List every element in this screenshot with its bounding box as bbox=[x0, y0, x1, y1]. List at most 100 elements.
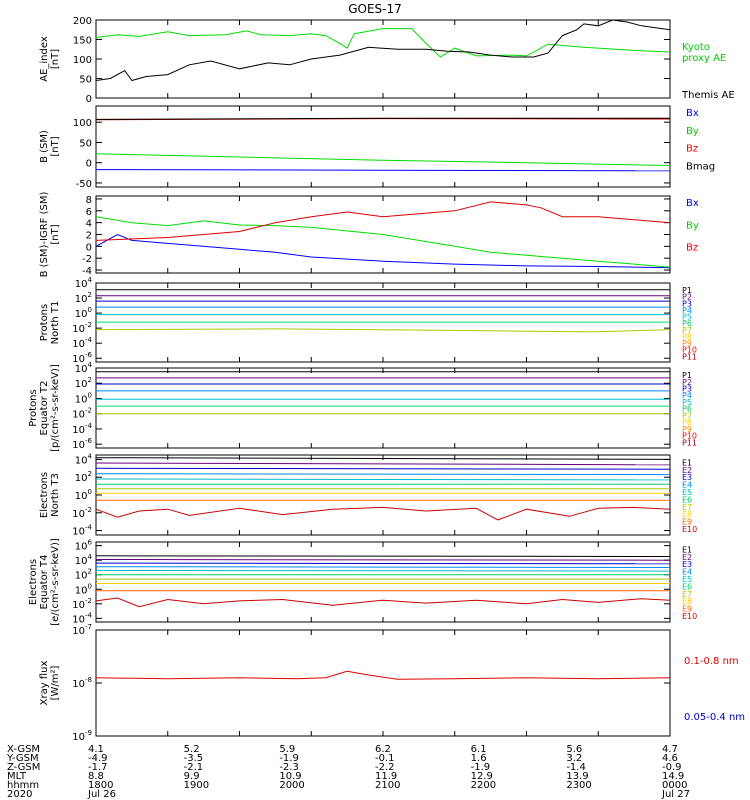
legend-entry: P1 bbox=[682, 371, 692, 380]
y-tick-label: 6 bbox=[86, 207, 92, 218]
y-axis-label: Xray flux[W/m²] bbox=[39, 661, 61, 706]
legend-entry: E1 bbox=[682, 458, 692, 467]
legend-entry: proxy AE bbox=[682, 53, 726, 64]
footer-value-hhmm: 0000 bbox=[662, 780, 688, 791]
y-tick-label: 100 bbox=[75, 582, 92, 596]
series-line bbox=[95, 117, 670, 120]
legend-entry: P2 bbox=[682, 378, 692, 387]
footer-value-x: 6.1 bbox=[470, 744, 487, 755]
orbit-footer: X-GSM Y-GSM Z-GSM MLT hhmm 2020 4.1 -4.9 -1.7 8.8… bbox=[0, 743, 750, 800]
legend-entry: By bbox=[686, 220, 699, 231]
panel-frame bbox=[95, 629, 671, 737]
legend-entry: P2 bbox=[682, 293, 692, 302]
y-axis-label: ElectronsEquator T4[e/(cm²-s-sr-keV)] bbox=[28, 538, 61, 626]
legend-entry: Themis AE bbox=[681, 90, 735, 101]
footer-value-hhmm: 1800 bbox=[88, 780, 114, 791]
y-tick-label: 10-4 bbox=[72, 422, 92, 436]
footer-row-label: Z-GSM bbox=[7, 762, 41, 773]
legend-entry: E3 bbox=[682, 473, 692, 482]
legend-entry: E2 bbox=[682, 466, 692, 475]
legend-entry: E8 bbox=[682, 597, 692, 606]
footer-value-mlt: 13.9 bbox=[566, 771, 589, 782]
legend-entry: E3 bbox=[682, 560, 692, 569]
panel-frame bbox=[95, 19, 671, 99]
legend-entry: E8 bbox=[682, 510, 692, 519]
legend-entry: Kyoto bbox=[682, 42, 710, 53]
legend-entry: Bmag bbox=[686, 161, 715, 172]
y-tick-label: 4 bbox=[86, 219, 92, 230]
y-tick-label: 100 bbox=[75, 488, 92, 502]
legend-entry: P5 bbox=[682, 398, 692, 407]
footer-value-date: Jul 27 bbox=[662, 789, 690, 800]
legend-entry: E10 bbox=[682, 612, 697, 621]
series-line bbox=[95, 462, 671, 466]
y-tick-label: 10-2 bbox=[72, 321, 92, 335]
legend-entry: Bz bbox=[686, 144, 698, 155]
goes-summary-plot: GOES-17 050100150200AE_index[nT]Kyotopro… bbox=[28, 2, 745, 743]
y-axis-label: ProtonsEquator T2[p/(cm²-s-sr-keV)] bbox=[28, 364, 61, 452]
footer-value-y: -4.9 bbox=[88, 753, 108, 764]
legend-entry: P7 bbox=[682, 411, 692, 420]
footer-value-x: 6.2 bbox=[375, 744, 391, 755]
y-tick-label: 10-8 bbox=[72, 676, 92, 690]
y-axis-label: AE_index[nT] bbox=[39, 36, 61, 82]
footer-value-z: -1.4 bbox=[566, 762, 586, 773]
legend-entry: Bx bbox=[686, 108, 699, 119]
y-tick-label: 104 bbox=[75, 452, 93, 466]
legend-entry: P3 bbox=[682, 299, 692, 308]
legend-entry: E6 bbox=[682, 495, 692, 504]
y-tick-label: 102 bbox=[75, 291, 92, 305]
panel-e1: 104 102 100 10-2 10-4 ElectronsNorth T3 E1E2E3… bbox=[39, 452, 697, 537]
footer-value-y: -3.5 bbox=[183, 753, 204, 764]
legend-entry: P11 bbox=[682, 438, 697, 447]
y-tick-label: 100 bbox=[75, 391, 92, 405]
legend-entry: P9 bbox=[682, 425, 692, 434]
y-tick-label: 10-2 bbox=[72, 506, 92, 520]
footer-value-z: -2.1 bbox=[183, 762, 204, 773]
footer-value-mlt: 11.9 bbox=[375, 771, 398, 782]
series-line bbox=[95, 569, 671, 572]
footer-value-z: -2.2 bbox=[375, 762, 395, 773]
legend-entry: P7 bbox=[682, 326, 692, 335]
y-tick-label: 200 bbox=[73, 16, 92, 27]
legend-entry: E1 bbox=[682, 545, 692, 554]
legend-entry: E2 bbox=[682, 553, 692, 562]
legend-entry: P1 bbox=[682, 286, 692, 295]
footer-value-mlt: 10.9 bbox=[279, 771, 302, 782]
y-tick-label: 0 bbox=[86, 242, 92, 253]
legend-entry: Bz bbox=[686, 243, 698, 254]
footer-value-z: -2.3 bbox=[279, 762, 299, 773]
footer-value-y: 1.6 bbox=[470, 753, 487, 764]
legend-entry: P4 bbox=[682, 306, 692, 315]
panel-xray: 10-7 10-8 10-9 Xray flux[W/m²] 0.1-0.8 nm 0.0… bbox=[39, 623, 745, 743]
series-line bbox=[95, 467, 671, 470]
y-tick-label: 10-6 bbox=[72, 437, 92, 451]
footer-value-y: 3.2 bbox=[566, 753, 583, 764]
legend-entry: E9 bbox=[682, 605, 692, 614]
legend-entry: E4 bbox=[682, 481, 692, 490]
footer-value-x: 5.2 bbox=[183, 744, 200, 755]
legend-entry: E10 bbox=[682, 525, 697, 534]
legend-entry: P8 bbox=[682, 418, 692, 427]
footer-value-x: 5.6 bbox=[566, 744, 583, 755]
series-line bbox=[95, 562, 671, 565]
y-tick-label: 104 bbox=[75, 276, 93, 290]
y-tick-label: 0 bbox=[86, 94, 92, 105]
series-line bbox=[95, 216, 671, 268]
y-tick-label: 100 bbox=[75, 306, 92, 320]
legend-entry: P9 bbox=[682, 339, 692, 348]
footer-value-x: 4.1 bbox=[88, 744, 104, 755]
footer-value-x: 4.7 bbox=[662, 744, 678, 755]
y-tick-label: 106 bbox=[75, 539, 93, 553]
legend-entry: P8 bbox=[682, 332, 692, 341]
y-tick-label: 10-4 bbox=[72, 336, 92, 350]
panel-frame bbox=[95, 367, 671, 449]
legend-entry: P4 bbox=[682, 391, 692, 400]
y-tick-label: 102 bbox=[75, 470, 92, 484]
y-tick-label: 10-2 bbox=[72, 407, 92, 421]
legend-entry: P10 bbox=[682, 346, 697, 355]
legend-entry: E4 bbox=[682, 568, 692, 577]
y-tick-label: 104 bbox=[75, 361, 93, 375]
series-line bbox=[95, 478, 671, 481]
